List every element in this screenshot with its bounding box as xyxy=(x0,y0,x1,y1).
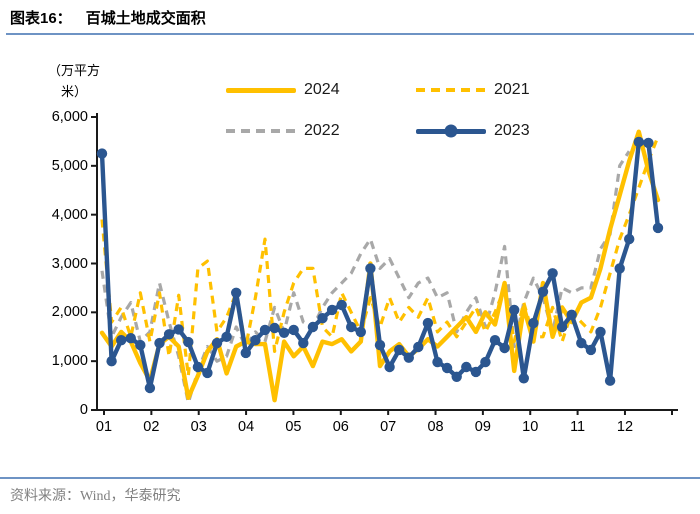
legend-label-2022: 2022 xyxy=(304,122,340,139)
x-tick-label: 10 xyxy=(522,419,539,435)
x-tick-label: 06 xyxy=(332,419,349,435)
legend-swatch-2022 xyxy=(226,129,296,133)
legend-label-2023: 2023 xyxy=(494,122,530,139)
x-tick-label: 09 xyxy=(474,419,491,435)
legend-swatch-2024 xyxy=(226,87,296,93)
x-tick-label: 07 xyxy=(380,419,397,435)
legend-item-2024: 2024 xyxy=(226,81,340,98)
legend-label-2021: 2021 xyxy=(494,81,530,98)
y-tick-label: 1,000 xyxy=(51,353,88,370)
x-tick-label: 08 xyxy=(427,419,444,435)
figure-title-text: 百城土地成交面积 xyxy=(85,10,206,27)
series-line-2024 xyxy=(99,129,661,403)
y-tick-label: 6,000 xyxy=(51,109,88,125)
source-note: 资料来源：Wind，华泰研究 xyxy=(10,489,181,504)
figure-title: 图表16： 百城土地成交面积 xyxy=(10,7,206,28)
series-markers-2023 xyxy=(96,136,664,394)
x-tick-label: 03 xyxy=(190,419,207,435)
y-tick-label: 2,000 xyxy=(51,304,88,321)
legend-marker-dot xyxy=(444,124,458,138)
axes xyxy=(91,113,678,415)
footer-divider xyxy=(0,477,700,479)
x-tick-label: 04 xyxy=(238,419,255,435)
legend-item-2021: 2021 xyxy=(416,81,530,98)
series-line-2021 xyxy=(100,135,660,378)
y-tick-label: 3,000 xyxy=(51,255,88,272)
legend-item-2022: 2022 xyxy=(226,122,340,139)
unit-line-1: （万平方 xyxy=(47,63,100,78)
y-tick-label: 5,000 xyxy=(51,157,88,174)
y-tick-label: 0 xyxy=(79,402,88,418)
title-underline xyxy=(6,33,694,35)
x-tick-label: 05 xyxy=(285,419,302,435)
x-tick-label: 01 xyxy=(95,419,113,435)
y-tick-label: 4,000 xyxy=(51,206,88,223)
unit-line-2: 米） xyxy=(60,84,87,99)
figure-number: 图表16： xyxy=(10,10,72,27)
x-tick-label: 02 xyxy=(143,419,160,435)
x-tick-label: 11 xyxy=(570,419,586,435)
legend-swatch-2021 xyxy=(416,88,486,92)
legend-label-2024: 2024 xyxy=(304,81,340,98)
legend-item-2023: 2023 xyxy=(416,122,530,139)
y-axis-unit-label: （万平方 米） xyxy=(18,60,130,102)
legend-swatch-2023 xyxy=(416,124,486,138)
x-tick-label: 12 xyxy=(616,419,634,435)
